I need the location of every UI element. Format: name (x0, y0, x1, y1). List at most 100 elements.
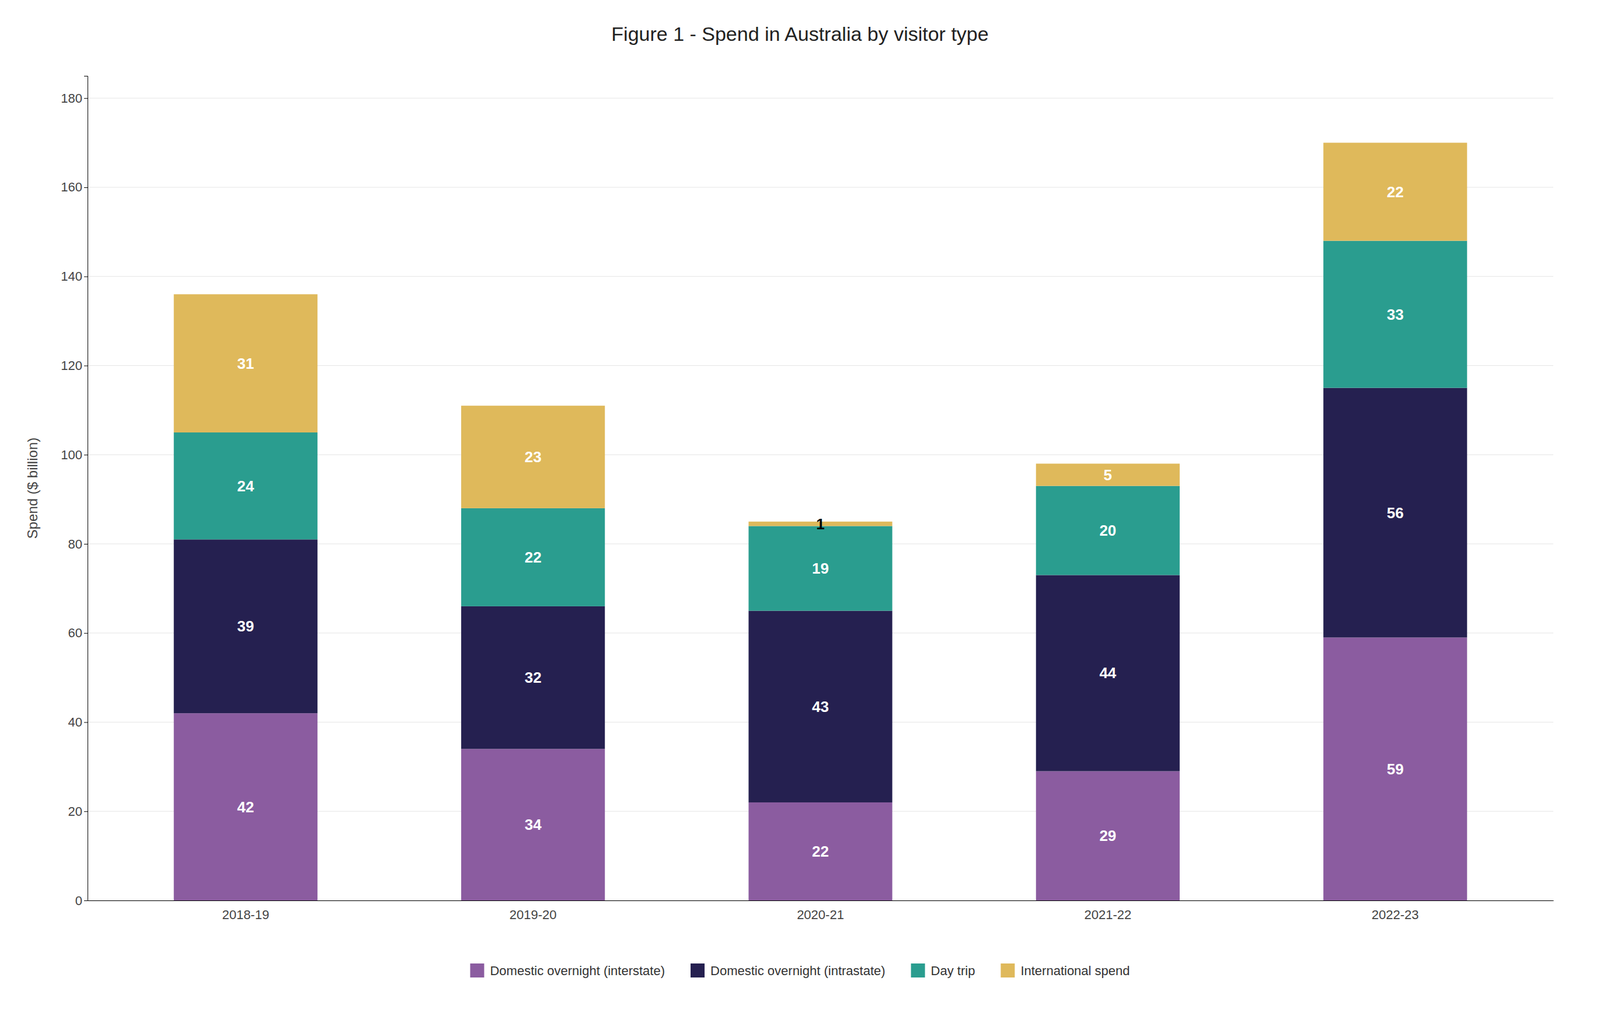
bars (173, 143, 1468, 901)
legend-swatch (690, 963, 705, 978)
legend-label: Domestic overnight (interstate) (489, 963, 665, 979)
y-tick-mark (84, 811, 88, 812)
plot: 0204060801001201401601802018-192019-2020… (60, 76, 1554, 923)
y-tick-label: 100 (60, 447, 83, 463)
data-label: 42 (236, 798, 254, 817)
bar (748, 611, 892, 803)
series (173, 388, 1468, 803)
data-label: 22 (524, 548, 542, 567)
y-tick: 180 (60, 91, 88, 106)
data-label: 31 (236, 354, 254, 373)
x-tick: 2018-19 (221, 907, 270, 923)
y-tick-mark (84, 722, 88, 723)
y-tick-label: 160 (60, 179, 83, 195)
y-tick-mark (84, 454, 88, 456)
data-label: 32 (524, 668, 542, 687)
data-labels: 42342229593932434456242219203331231522 (236, 183, 1404, 861)
bar (1036, 463, 1180, 486)
data-label: 59 (1386, 760, 1404, 779)
x-tick: 2020-21 (796, 907, 845, 923)
y-tick-label: 0 (75, 893, 83, 909)
bar (173, 539, 318, 714)
y-tick: 160 (60, 179, 88, 195)
y-tick-mark (84, 98, 88, 99)
y-tick: 0 (75, 893, 88, 909)
y-tick-mark (84, 900, 88, 902)
bar (1323, 143, 1467, 242)
bar (1323, 637, 1467, 901)
y-tick: 20 (68, 804, 88, 819)
y-tick-label: 60 (68, 625, 83, 641)
data-label: 24 (236, 477, 254, 496)
data-label: 19 (811, 559, 829, 578)
bar (1036, 486, 1180, 576)
bar (173, 432, 318, 540)
legend-swatch (469, 963, 484, 978)
legend-label: International spend (1020, 963, 1130, 979)
legend-item: Day trip (911, 963, 976, 979)
data-label: 20 (1099, 521, 1117, 540)
data-label: 22 (1386, 183, 1404, 201)
bar (748, 525, 892, 611)
y-tick: 120 (60, 358, 88, 374)
y-tick-label: 180 (60, 91, 83, 106)
legend-label: Day trip (931, 963, 976, 979)
x-tick-label: 2019-20 (509, 907, 557, 923)
chart: 0204060801001201401601802018-192019-2020… (0, 0, 1600, 1023)
x-axis: 2018-19 2019-20 2020-21 2021-22 2022-23 (88, 901, 1554, 923)
legend-swatch (1000, 963, 1015, 978)
series (173, 241, 1468, 612)
x-tick: 2022-23 (1371, 907, 1420, 923)
y-tick-label: 140 (60, 269, 83, 284)
y-tick: 40 (68, 715, 88, 730)
bar (173, 294, 318, 433)
x-tick-label: 2018-19 (221, 907, 270, 923)
y-tick-label: 20 (68, 804, 83, 819)
legend-item: Domestic overnight (intrastate) (690, 963, 886, 979)
y-tick-mark (84, 544, 88, 545)
grid-line (87, 98, 1554, 99)
data-label: 39 (236, 617, 254, 636)
bar (461, 508, 605, 607)
bar (461, 405, 605, 509)
grid (87, 98, 1554, 901)
bar (1036, 574, 1180, 772)
y-axis: 0 20 40 60 80 100 120 140 160 180 (60, 76, 88, 909)
bar (461, 606, 605, 749)
y-tick: 140 (60, 269, 88, 284)
series (173, 143, 1468, 527)
x-tick-label: 2020-21 (796, 907, 845, 923)
y-tick-mark (84, 276, 88, 278)
y-tick-mark (84, 633, 88, 634)
bar (173, 713, 318, 901)
y-tick-mark (84, 187, 88, 188)
y-tick: 60 (68, 625, 88, 641)
y-tick-mark (84, 365, 88, 366)
y-axis-line (84, 76, 89, 902)
data-label: 34 (524, 816, 542, 834)
legend-item: Domestic overnight (interstate) (469, 963, 665, 979)
y-tick-label: 80 (68, 537, 83, 552)
bar (1323, 241, 1467, 389)
bar (461, 748, 605, 901)
data-label: 29 (1099, 827, 1117, 845)
bar (1036, 771, 1180, 901)
data-label: 56 (1386, 504, 1404, 522)
data-label: 22 (811, 842, 829, 861)
x-tick-label: 2021-22 (1083, 907, 1132, 923)
y-tick-label: 120 (60, 358, 83, 374)
x-axis-line (88, 900, 1554, 902)
legend-item: International spend (1000, 963, 1130, 979)
data-label: 1 (816, 515, 825, 533)
y-axis-title: Spend ($ billion) (24, 437, 41, 539)
data-label: 23 (524, 448, 542, 466)
legend: Domestic overnight (interstate) Domestic … (469, 963, 1130, 979)
data-label: 43 (811, 698, 829, 716)
data-label: 33 (1386, 305, 1404, 324)
y-tick-label: 40 (68, 715, 83, 730)
legend-swatch (911, 963, 926, 978)
title: Figure 1 - Spend in Australia by visitor… (611, 22, 989, 45)
x-tick: 2019-20 (509, 907, 557, 923)
data-label: 5 (1103, 466, 1113, 484)
y-tick: 100 (60, 447, 88, 463)
